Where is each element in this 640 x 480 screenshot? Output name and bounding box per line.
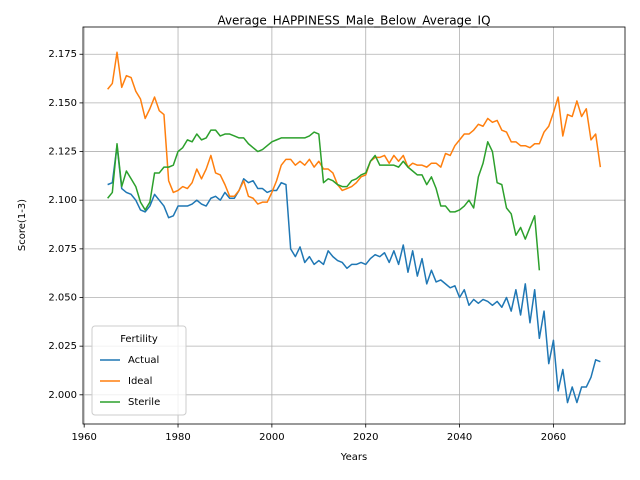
legend-box: [91, 325, 187, 416]
plot-frame: [82, 26, 626, 425]
x-tick-label: 1980: [165, 432, 190, 443]
legend-label: Sterile: [128, 397, 160, 408]
series-line: [107, 129, 541, 271]
legend-label: Ideal: [128, 376, 152, 387]
y-axis-label: Score(1-3): [17, 199, 28, 251]
y-tick-label: 2.100: [48, 195, 77, 206]
y-tick-label: 2.125: [48, 147, 77, 158]
plot-lines: [107, 51, 602, 404]
y-tick-label: 2.150: [48, 98, 77, 109]
x-tick-label: 2020: [353, 432, 378, 443]
x-tick-label: 2060: [541, 432, 566, 443]
y-tick-label: 2.000: [48, 390, 77, 401]
y-tick-label: 2.025: [48, 341, 77, 352]
chart-title: Average_HAPPINESS_Male_Below_Average_IQ: [217, 14, 490, 28]
x-tick-label: 2040: [447, 432, 472, 443]
legend-label: Actual: [128, 355, 159, 366]
y-tick-label: 2.050: [48, 293, 77, 304]
series-line: [107, 144, 601, 404]
series-line: [107, 51, 602, 205]
x-tick-label: 2000: [259, 432, 284, 443]
y-tick-label: 2.175: [48, 49, 77, 60]
x-axis-label: Years: [340, 452, 367, 463]
legend-title: Fertility: [120, 334, 158, 345]
grid: [79, 27, 625, 428]
legend: Fertility Actual Ideal Sterile: [91, 325, 187, 416]
x-tick-label: 1960: [71, 432, 96, 443]
y-tick-label: 2.075: [48, 244, 77, 255]
